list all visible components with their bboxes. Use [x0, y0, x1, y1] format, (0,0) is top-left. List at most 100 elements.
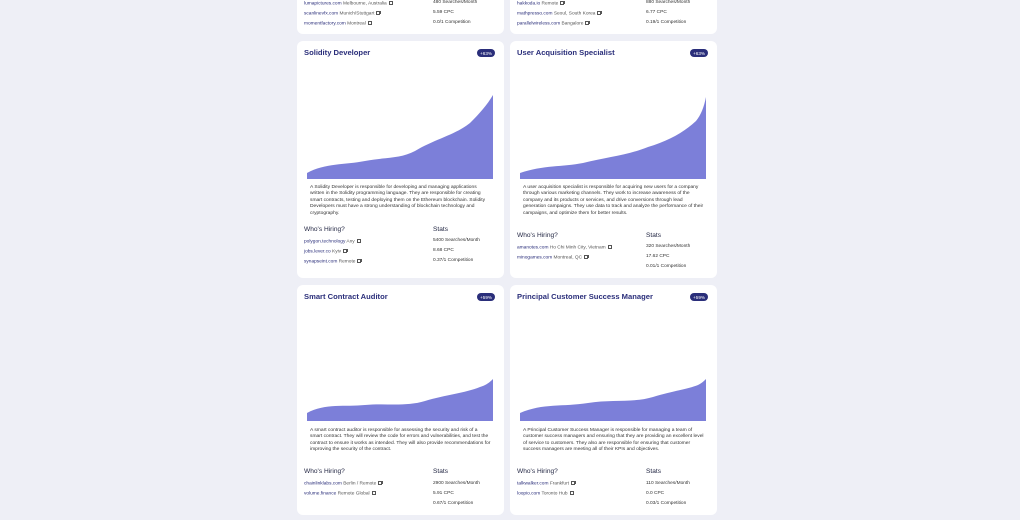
- company-link: synapseint.com: [304, 259, 338, 265]
- hiring-row[interactable]: momentfactory.com Montreal: [304, 20, 373, 27]
- location-text: Berlin / Remote: [343, 481, 377, 487]
- hiring-row[interactable]: minogames.com Montreal, QC: [517, 254, 589, 261]
- growth-badge: +59%: [690, 293, 708, 301]
- external-link-icon: [585, 20, 590, 25]
- stat-competition: 0.19/1 Competition: [646, 20, 687, 25]
- hiring-row[interactable]: hakkoda.io Remote: [517, 0, 565, 7]
- stat-searches: 110 Searches/Month: [646, 481, 690, 486]
- location-text: Remote: [338, 259, 356, 265]
- company-link: parallelwireless.com: [517, 21, 561, 27]
- trend-chart: [520, 379, 706, 421]
- location-text: Toronto Hub: [541, 491, 568, 497]
- location-text: Bangalore: [561, 21, 584, 27]
- location-text: Frankfurt: [549, 481, 570, 487]
- growth-badge: +63%: [477, 49, 495, 57]
- stat-competition: 0.03/1 Competition: [646, 501, 687, 506]
- stat-cpc: 5.59 CPC: [433, 10, 454, 15]
- company-link: lumapictures.com: [304, 1, 342, 7]
- stat-cpc: 8.68 CPC: [433, 248, 454, 253]
- external-link-icon: [388, 0, 394, 5]
- whos-hiring-heading: Who's Hiring?: [517, 232, 558, 239]
- hiring-row[interactable]: synapseint.com Remote: [304, 258, 362, 265]
- stats-heading: Stats: [646, 468, 662, 475]
- company-link: talkwalker.com: [517, 481, 549, 487]
- hiring-row[interactable]: parallelwireless.com Bangalore: [517, 20, 590, 27]
- whos-hiring-heading: Who's Hiring?: [304, 468, 345, 475]
- location-text: Montreal, QC: [553, 255, 583, 261]
- top-right-card: hakkoda.io Remote mathpresso.com Seoul, …: [510, 0, 717, 34]
- top-left-card: lumapictures.com Melbourne, Australia sc…: [297, 0, 504, 34]
- hiring-row[interactable]: jobs.lever.co Kyiv: [304, 248, 348, 255]
- hiring-row[interactable]: scanlinevfx.com Munich/Stuttgart: [304, 10, 381, 17]
- company-link: polygon.technology: [304, 239, 346, 245]
- stat-cpc: 17.62 CPC: [646, 254, 670, 259]
- external-link-icon: [569, 490, 575, 495]
- location-text: Seoul, South Korea: [553, 11, 596, 17]
- stat-cpc: 5.91 CPC: [433, 491, 454, 496]
- stat-cpc: 0.0 CPC: [646, 491, 665, 496]
- external-link-icon: [367, 20, 373, 25]
- location-text: Kyiv: [332, 249, 342, 255]
- hiring-row[interactable]: amanotes.com Ho Chi Minh City, Vietnam: [517, 244, 613, 251]
- company-link: hakkoda.io: [517, 1, 541, 7]
- external-link-icon: [560, 0, 565, 5]
- stat-competition: 0.0/1 Competition: [433, 20, 471, 25]
- trend-area: [307, 379, 493, 421]
- trend-chart: [307, 95, 493, 179]
- external-link-icon: [571, 480, 576, 485]
- job-title[interactable]: User Acquisition Specialist: [517, 48, 615, 57]
- whos-hiring-heading: Who's Hiring?: [304, 226, 345, 233]
- stat-searches: 880 Searches/Month: [646, 0, 691, 5]
- external-link-icon: [357, 258, 362, 263]
- job-card-user-acquisition-specialist: User Acquisition Specialist +63% A user …: [510, 41, 717, 278]
- job-card-principal-customer-success-manager: Principal Customer Success Manager +59% …: [510, 285, 717, 515]
- external-link-icon: [378, 480, 383, 485]
- location-text: Melbourne, Australia: [342, 1, 387, 7]
- stats-heading: Stats: [433, 468, 449, 475]
- job-title[interactable]: Solidity Developer: [304, 48, 371, 57]
- company-link: chainlinklabs.com: [304, 481, 342, 487]
- hiring-row[interactable]: volume.finance Remote Global: [304, 490, 377, 497]
- stat-competition: 0.37/1 Competition: [433, 258, 474, 263]
- external-link-icon: [371, 490, 377, 495]
- location-text: Ho Chi Minh City, Vietnam: [549, 245, 606, 251]
- hiring-row[interactable]: lumapictures.com Melbourne, Australia: [304, 0, 394, 7]
- trend-chart: [307, 379, 493, 421]
- company-link: minogames.com: [517, 255, 553, 261]
- company-link: volume.finance: [304, 491, 337, 497]
- trend-area: [520, 379, 706, 421]
- job-description: A user acquisition specialist is respons…: [523, 185, 704, 216]
- location-text: Munich/Stuttgart: [339, 11, 375, 17]
- external-link-icon: [376, 10, 381, 15]
- hiring-row[interactable]: polygon.technology Any: [304, 238, 362, 245]
- company-link: scanlinevfx.com: [304, 11, 339, 17]
- stat-cpc: 6.77 CPC: [646, 10, 667, 15]
- stat-competition: 0.01/1 Competition: [646, 264, 687, 269]
- company-link: loopio.com: [517, 491, 541, 497]
- hiring-row[interactable]: chainlinklabs.com Berlin / Remote: [304, 480, 383, 487]
- job-card-smart-contract-auditor: Smart Contract Auditor +59% A smart cont…: [297, 285, 504, 515]
- job-description: A smart contract auditor is responsible …: [310, 428, 491, 453]
- whos-hiring-heading: Who's Hiring?: [517, 468, 558, 475]
- stat-searches: 320 Searches/Month: [646, 244, 691, 249]
- stat-searches: 5400 Searches/Month: [433, 238, 480, 243]
- external-link-icon: [584, 254, 589, 259]
- hiring-row[interactable]: talkwalker.com Frankfurt: [517, 480, 576, 487]
- growth-badge: +59%: [477, 293, 495, 301]
- location-text: Remote Global: [337, 491, 370, 497]
- external-link-icon: [343, 248, 348, 253]
- trend-area: [307, 95, 493, 179]
- job-description: A Solidity Developer is responsible for …: [310, 185, 486, 216]
- location-text: Any: [346, 239, 355, 245]
- stats-heading: Stats: [646, 232, 662, 239]
- job-title[interactable]: Smart Contract Auditor: [304, 292, 388, 301]
- company-link: amanotes.com: [517, 245, 549, 251]
- hiring-row[interactable]: mathpresso.com Seoul, South Korea: [517, 10, 602, 17]
- company-link: momentfactory.com: [304, 21, 346, 27]
- external-link-icon: [597, 10, 602, 15]
- hiring-row[interactable]: loopio.com Toronto Hub: [517, 490, 575, 497]
- location-text: Remote: [541, 1, 559, 7]
- job-description: A Principal Customer Success Manager is …: [523, 428, 704, 453]
- job-title[interactable]: Principal Customer Success Manager: [517, 292, 653, 301]
- external-link-icon: [607, 244, 613, 249]
